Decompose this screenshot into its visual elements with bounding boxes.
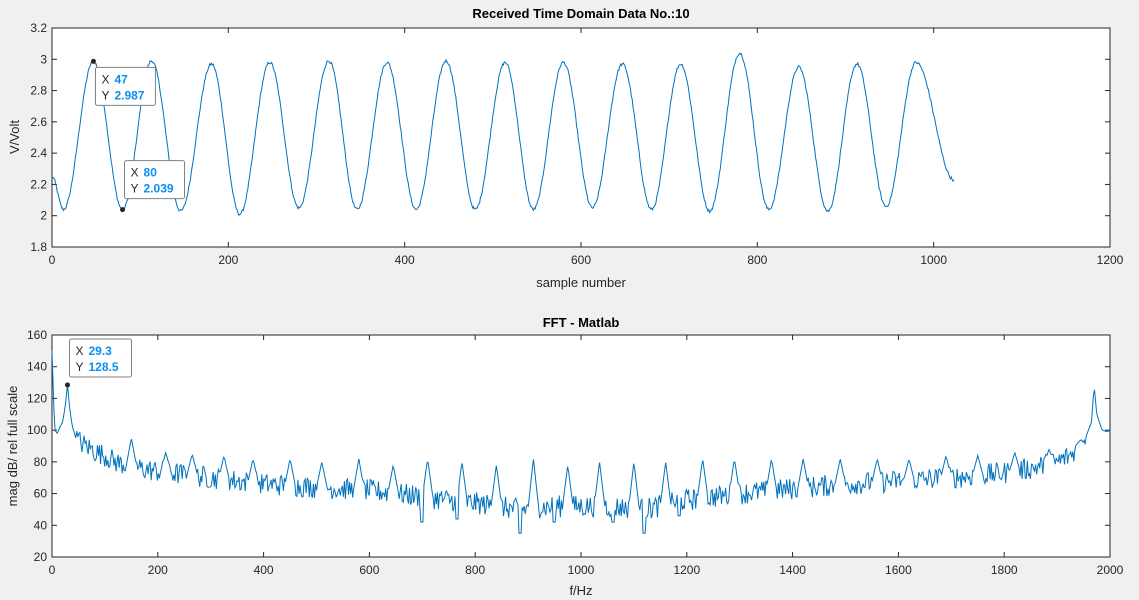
fft-datatips[interactable]: X 29.3 Y 128.5 <box>64 338 132 388</box>
fft-chart: FFT - Matlab f/Hz mag dB/ rel full scale… <box>5 315 1124 598</box>
fft-ytick-label: 60 <box>34 487 48 501</box>
time-domain-ytick-label: 2.2 <box>30 177 47 191</box>
time-domain-xtick-label: 1000 <box>920 253 947 267</box>
fft-xtick-label: 0 <box>49 563 56 577</box>
fft-xtick-label: 1600 <box>885 563 912 577</box>
fft-xtick-label: 200 <box>148 563 168 577</box>
fft-title: FFT - Matlab <box>543 315 620 330</box>
fft-spectrum-line <box>51 350 1111 534</box>
fft-xtick-label: 2000 <box>1097 563 1124 577</box>
fft-series <box>51 350 1111 534</box>
time-domain-ytick-label: 1.8 <box>30 240 47 254</box>
fft-ytick-label: 120 <box>27 391 47 405</box>
time-domain-series <box>51 52 955 217</box>
fft-datatip-marker[interactable] <box>64 382 70 388</box>
time-domain-datatip-box[interactable] <box>124 160 186 200</box>
time-domain-title: Received Time Domain Data No.:10 <box>472 6 689 21</box>
fft-datatip-y-value: 128.5 <box>88 360 118 374</box>
fft-xtick-label: 600 <box>359 563 379 577</box>
time-domain-xlabel: sample number <box>536 275 626 290</box>
time-domain-ytick-label: 2.8 <box>30 84 47 98</box>
time-domain-datatip-x-value: 47 <box>114 72 128 86</box>
time-domain-datatips[interactable]: X 47 Y 2.987 X 80 Y 2.039 <box>90 58 186 213</box>
time-domain-datatip-y-value: 2.039 <box>144 182 174 196</box>
fft-ytick-label: 160 <box>27 328 47 342</box>
fft-datatip-x-label: X <box>75 344 83 358</box>
time-domain-xtick-label: 400 <box>395 253 415 267</box>
fft-xtick-label: 1800 <box>991 563 1018 577</box>
time-domain-xtick-label: 800 <box>747 253 767 267</box>
time-domain-xtick-label: 0 <box>49 253 56 267</box>
fft-xtick-label: 1000 <box>568 563 595 577</box>
fft-plot-area <box>51 334 1111 558</box>
time-domain-datatip-x-label: X <box>131 166 139 180</box>
time-domain-ytick-label: 2.6 <box>30 115 47 129</box>
fft-ytick-label: 140 <box>27 360 47 374</box>
fft-ytick-label: 40 <box>34 518 48 532</box>
time-domain-xtick-label: 600 <box>571 253 591 267</box>
time-domain-ytick-label: 2.4 <box>30 146 47 160</box>
fft-ytick-label: 100 <box>27 423 47 437</box>
time-domain-signal-line <box>51 52 955 217</box>
fft-ticks: 0 200 400 600 800 1000 1200 1400 1600 1800 2000 20 4… <box>27 328 1124 577</box>
time-domain-datatip-y-label: Y <box>101 88 109 102</box>
fft-xtick-label: 1400 <box>779 563 806 577</box>
time-domain-datatip-x-value: 80 <box>144 166 158 180</box>
time-domain-ylabel: V/Volt <box>7 120 22 154</box>
fft-xtick-label: 800 <box>465 563 485 577</box>
time-domain-plot-area <box>51 27 1111 248</box>
fft-datatip-x-value: 29.3 <box>88 344 112 358</box>
time-domain-datatip-marker[interactable] <box>120 207 126 213</box>
time-domain-chart: Received Time Domain Data No.:10 sample … <box>7 6 1124 290</box>
time-domain-xtick-label: 200 <box>218 253 238 267</box>
time-domain-datatip-y-label: Y <box>131 182 139 196</box>
time-domain-ytick-label: 3.2 <box>30 21 47 35</box>
time-domain-ytick-label: 3 <box>40 52 47 66</box>
fft-xlabel: f/Hz <box>569 583 592 598</box>
fft-ylabel: mag dB/ rel full scale <box>5 386 20 507</box>
time-domain-ytick-label: 2 <box>40 209 47 223</box>
time-domain-datatip-x-label: X <box>101 72 109 86</box>
fft-ytick-label: 20 <box>34 550 48 564</box>
time-domain-datatip-marker[interactable] <box>90 58 96 64</box>
time-domain-xtick-label: 1200 <box>1097 253 1124 267</box>
time-domain-datatip-y-value: 2.987 <box>114 88 144 102</box>
fft-xtick-label: 400 <box>254 563 274 577</box>
fft-datatip-box[interactable] <box>68 338 132 378</box>
fft-datatip-y-label: Y <box>75 360 83 374</box>
fft-xtick-label: 1200 <box>673 563 700 577</box>
time-domain-datatip-box[interactable] <box>94 66 156 106</box>
fft-ytick-label: 80 <box>34 455 48 469</box>
time-domain-ticks: 0 200 400 600 800 1000 1200 1.8 2 2.2 2.4 2.6 2.8 3 3.… <box>30 21 1123 267</box>
